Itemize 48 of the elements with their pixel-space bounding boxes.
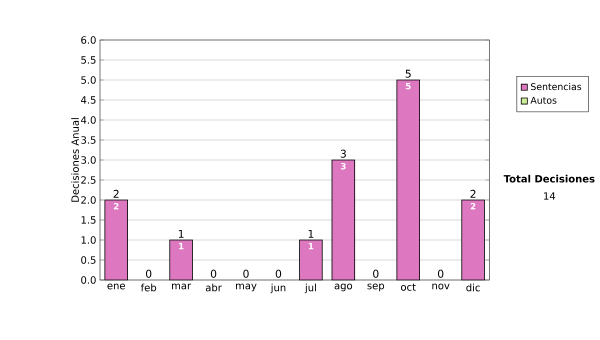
y-tick-label: 5.5 [81,56,96,64]
x-tick-label: sep [367,284,384,292]
legend-label: Autos [530,96,556,104]
total-label: 0 [210,270,216,278]
data-label: 2 [470,202,476,210]
total-label: 0 [438,270,444,278]
total-label: 0 [146,270,152,278]
y-axis-title: Decisiones Anual [71,118,79,202]
total-label: 2 [114,190,119,198]
y-tick-label: 5.0 [81,76,96,84]
x-tick-label: jul [304,284,316,294]
total-label: 1 [178,230,184,238]
total-label: 2 [470,190,476,198]
total-label: 5 [406,70,411,78]
text: 14 [544,192,556,200]
y-tick-label: 6.0 [81,36,96,44]
total-label: 0 [373,270,378,278]
total-label: 0 [276,270,282,278]
x-tick-label: feb [140,284,156,292]
x-tick-label: oct [401,284,416,291]
x-tick-label: mar [172,284,192,290]
data-label: 1 [308,242,314,250]
x-tick-label: may [236,284,257,292]
x-tick-label: nov [432,284,450,290]
y-tick-label: 0.0 [81,276,96,284]
data-label: 5 [406,82,411,90]
total-label: 1 [308,230,314,238]
y-tick-label: 1.0 [82,236,96,244]
y-tick-label: 4.5 [80,96,96,104]
data-label: 1 [179,242,184,250]
y-tick-label: 3.0 [81,156,96,164]
x-tick-label: abr [206,284,222,292]
data-label: 3 [340,162,346,170]
x-tick-label: jun [270,284,286,294]
y-tick-label: 1.5 [82,216,96,224]
y-tick-label: 2.5 [81,176,96,184]
y-tick-label: 0.5 [81,256,96,264]
x-tick-label: ago [334,284,352,292]
y-tick-label: 2.0 [81,196,96,204]
y-tick-label: 4.0 [80,116,96,124]
legend-label: Sentencias [531,82,582,90]
data-label: 2 [114,202,118,210]
text: Total Decisiones [504,174,595,183]
total-label: 0 [243,270,249,278]
y-tick-label: 3.5 [81,136,96,144]
x-tick-label: ene [107,284,126,290]
x-tick-label: dic [466,284,480,292]
total-label: 3 [340,150,346,158]
